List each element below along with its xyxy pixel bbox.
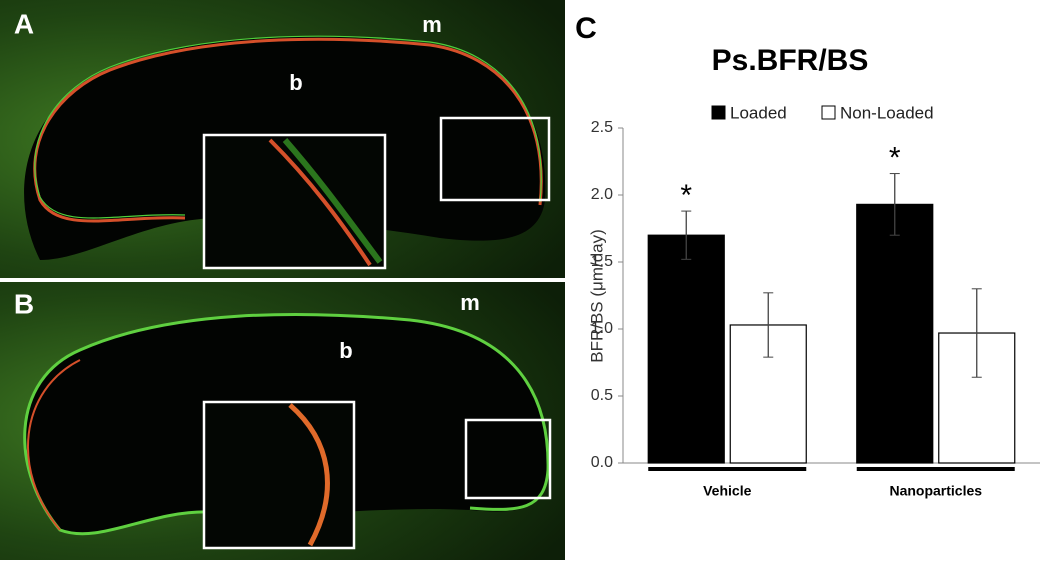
y-tick-label: 0.0 [591,454,613,471]
annotation: b [339,338,352,363]
panel-label: C [575,12,597,45]
legend-swatch [821,105,836,120]
panel-label: B [14,288,34,319]
legend-label: Loaded [730,103,787,122]
bar [856,203,934,464]
y-tick-label: 1.5 [591,253,613,270]
annotation: m [422,12,442,37]
bar [647,234,725,464]
annotation: m [460,290,480,315]
micrograph-a: A m b [0,0,565,278]
y-tick-label: 1.0 [591,320,613,337]
y-axis-label: BFR/BS (μm/day) [587,229,606,363]
significance: * [889,141,901,174]
y-tick-label: 2.0 [591,186,613,203]
legend-swatch [711,105,726,120]
legend-label: Non-Loaded [840,103,934,122]
micrograph-b: B m b [0,282,565,560]
annotation: b [289,70,302,95]
y-tick-label: 2.5 [591,119,613,136]
chart-title: Ps.BFR/BS [712,44,869,77]
y-tick-label: 0.5 [591,387,613,404]
panel-label: A [14,8,34,39]
significance: * [680,179,692,212]
x-tick-label: Nanoparticles [889,483,982,499]
x-tick-label: Vehicle [703,483,751,499]
